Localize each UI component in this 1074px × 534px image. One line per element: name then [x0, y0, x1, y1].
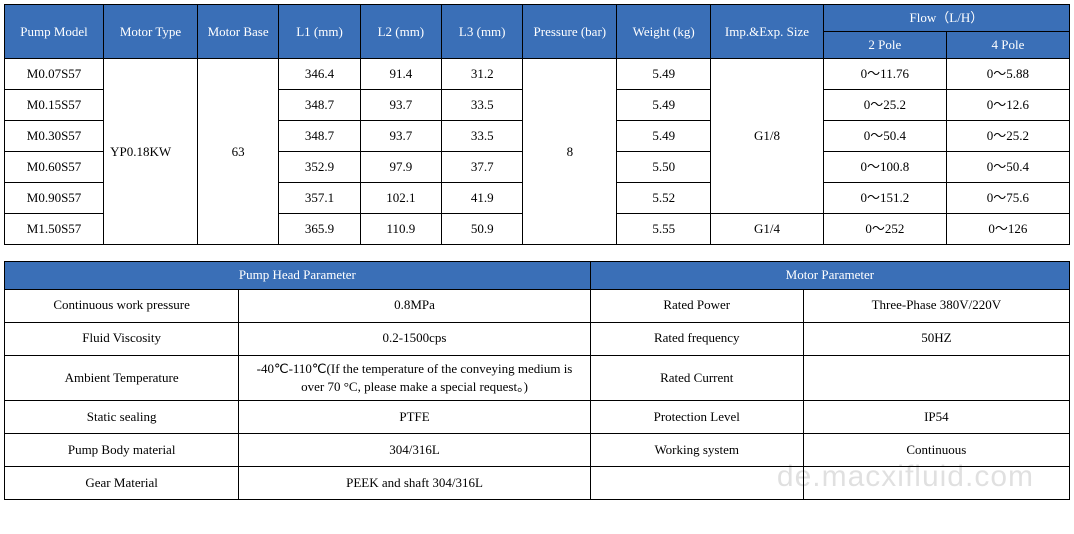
param-key: [590, 466, 803, 499]
cell-4pole: 0～75.6: [946, 183, 1069, 214]
param-val: PEEK and shaft 304/316L: [239, 466, 590, 499]
cell-model: M0.90S57: [5, 183, 104, 214]
cell-l1: 348.7: [279, 90, 360, 121]
col-4pole: 4 Pole: [946, 32, 1069, 59]
col-weight: Weight (kg): [617, 5, 711, 59]
cell-l2: 93.7: [360, 121, 441, 152]
cell-2pole: 0～151.2: [823, 183, 946, 214]
cell-model: M0.15S57: [5, 90, 104, 121]
cell-pressure: 8: [523, 59, 617, 245]
param-row: Ambient Temperature-40℃-110℃(If the temp…: [5, 355, 1070, 400]
param-val: 304/316L: [239, 433, 590, 466]
cell-weight: 5.49: [617, 121, 711, 152]
col-motor-base: Motor Base: [197, 5, 278, 59]
param-val: PTFE: [239, 400, 590, 433]
param-val: Three-Phase 380V/220V: [803, 289, 1069, 322]
param-row: Fluid Viscosity0.2-1500cpsRated frequenc…: [5, 322, 1070, 355]
col-pressure: Pressure (bar): [523, 5, 617, 59]
param-row: Gear MaterialPEEK and shaft 304/316L: [5, 466, 1070, 499]
param-key: Rated Current: [590, 355, 803, 400]
param-key: Protection Level: [590, 400, 803, 433]
param-key: Working system: [590, 433, 803, 466]
cell-imp-exp: G1/8: [711, 59, 824, 214]
col-2pole: 2 Pole: [823, 32, 946, 59]
cell-l1: 346.4: [279, 59, 360, 90]
cell-model: M1.50S57: [5, 214, 104, 245]
param-key: Rated frequency: [590, 322, 803, 355]
cell-l2: 97.9: [360, 152, 441, 183]
cell-4pole: 0～126: [946, 214, 1069, 245]
col-l3: L3 (mm): [442, 5, 523, 59]
cell-model: M0.07S57: [5, 59, 104, 90]
hdr-pump-head: Pump Head Parameter: [5, 262, 591, 289]
param-row: Static sealingPTFEProtection LevelIP54: [5, 400, 1070, 433]
cell-model: M0.30S57: [5, 121, 104, 152]
param-row: Pump Body material304/316LWorking system…: [5, 433, 1070, 466]
cell-weight: 5.49: [617, 90, 711, 121]
col-motor-type: Motor Type: [104, 5, 198, 59]
cell-4pole: 0～25.2: [946, 121, 1069, 152]
cell-motor-type: YP0.18KW: [104, 59, 198, 245]
spec-row: M0.07S57YP0.18KW63346.491.431.285.49G1/8…: [5, 59, 1070, 90]
cell-l2: 102.1: [360, 183, 441, 214]
param-key: Static sealing: [5, 400, 239, 433]
cell-l1: 352.9: [279, 152, 360, 183]
col-l2: L2 (mm): [360, 5, 441, 59]
cell-l3: 37.7: [442, 152, 523, 183]
param-val: 0.8MPa: [239, 289, 590, 322]
param-val: Continuous: [803, 433, 1069, 466]
cell-weight: 5.49: [617, 59, 711, 90]
cell-weight: 5.55: [617, 214, 711, 245]
cell-l1: 348.7: [279, 121, 360, 152]
param-key: Continuous work pressure: [5, 289, 239, 322]
cell-l2: 93.7: [360, 90, 441, 121]
col-flow: Flow（L/H）: [823, 5, 1069, 32]
cell-motor-base: 63: [197, 59, 278, 245]
cell-4pole: 0～50.4: [946, 152, 1069, 183]
cell-4pole: 0～12.6: [946, 90, 1069, 121]
param-key: Fluid Viscosity: [5, 322, 239, 355]
col-l1: L1 (mm): [279, 5, 360, 59]
param-val: 0.2-1500cps: [239, 322, 590, 355]
cell-4pole: 0～5.88: [946, 59, 1069, 90]
spec-table: Pump Model Motor Type Motor Base L1 (mm)…: [4, 4, 1070, 245]
cell-weight: 5.52: [617, 183, 711, 214]
param-row: Continuous work pressure0.8MPaRated Powe…: [5, 289, 1070, 322]
cell-model: M0.60S57: [5, 152, 104, 183]
cell-l3: 33.5: [442, 90, 523, 121]
param-val: [803, 466, 1069, 499]
param-val: [803, 355, 1069, 400]
cell-l3: 31.2: [442, 59, 523, 90]
col-pump-model: Pump Model: [5, 5, 104, 59]
param-table: Pump Head Parameter Motor Parameter Cont…: [4, 261, 1070, 500]
param-val: 50HZ: [803, 322, 1069, 355]
cell-l1: 365.9: [279, 214, 360, 245]
param-key: Gear Material: [5, 466, 239, 499]
cell-2pole: 0～252: [823, 214, 946, 245]
param-key: Ambient Temperature: [5, 355, 239, 400]
cell-l3: 41.9: [442, 183, 523, 214]
cell-2pole: 0～50.4: [823, 121, 946, 152]
col-imp-exp: Imp.&Exp. Size: [711, 5, 824, 59]
cell-weight: 5.50: [617, 152, 711, 183]
cell-l3: 33.5: [442, 121, 523, 152]
param-key: Pump Body material: [5, 433, 239, 466]
cell-2pole: 0～100.8: [823, 152, 946, 183]
cell-2pole: 0～11.76: [823, 59, 946, 90]
param-val: -40℃-110℃(If the temperature of the conv…: [239, 355, 590, 400]
param-key: Rated Power: [590, 289, 803, 322]
cell-l1: 357.1: [279, 183, 360, 214]
cell-2pole: 0～25.2: [823, 90, 946, 121]
cell-imp-exp: G1/4: [711, 214, 824, 245]
cell-l2: 91.4: [360, 59, 441, 90]
cell-l3: 50.9: [442, 214, 523, 245]
hdr-motor-param: Motor Parameter: [590, 262, 1069, 289]
cell-l2: 110.9: [360, 214, 441, 245]
param-val: IP54: [803, 400, 1069, 433]
